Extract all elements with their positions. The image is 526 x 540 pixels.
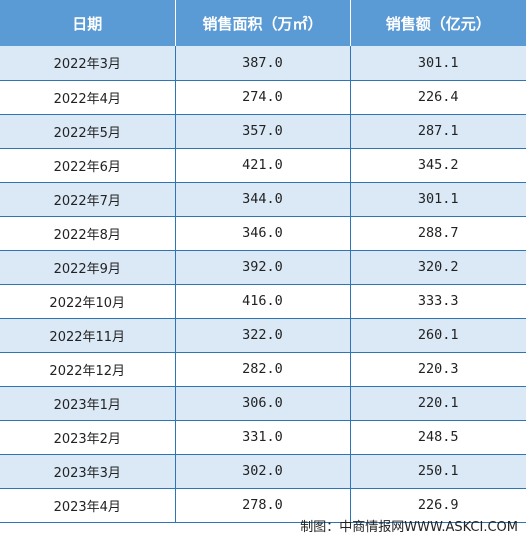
table-row: 2022年12月 282.0 220.3 bbox=[0, 352, 526, 387]
cell-sales: 248.5 bbox=[350, 420, 526, 455]
cell-sales: 250.1 bbox=[350, 454, 526, 489]
cell-date: 2023年1月 bbox=[0, 386, 176, 421]
cell-area: 344.0 bbox=[175, 182, 351, 217]
cell-area: 392.0 bbox=[175, 250, 351, 285]
cell-date: 2022年7月 bbox=[0, 182, 176, 217]
cell-date: 2022年3月 bbox=[0, 46, 176, 81]
cell-area: 387.0 bbox=[175, 46, 351, 81]
cell-date: 2022年8月 bbox=[0, 216, 176, 251]
cell-date: 2022年11月 bbox=[0, 318, 176, 353]
table-row: 2022年7月 344.0 301.1 bbox=[0, 182, 526, 217]
table-row: 2022年5月 357.0 287.1 bbox=[0, 114, 526, 149]
cell-sales: 301.1 bbox=[350, 46, 526, 81]
cell-area: 357.0 bbox=[175, 114, 351, 149]
cell-area: 278.0 bbox=[175, 488, 351, 523]
table-body: 2022年3月 387.0 301.1 2022年4月 274.0 226.4 2022年5… bbox=[0, 46, 526, 523]
cell-date: 2022年4月 bbox=[0, 80, 176, 115]
column-header-date: 日期 bbox=[0, 0, 176, 46]
cell-sales: 287.1 bbox=[350, 114, 526, 149]
cell-date: 2022年5月 bbox=[0, 114, 176, 149]
table-row: 2022年11月 322.0 260.1 bbox=[0, 318, 526, 353]
table-row: 2022年10月 416.0 333.3 bbox=[0, 284, 526, 319]
table-row: 2023年4月 278.0 226.9 bbox=[0, 488, 526, 523]
cell-sales: 226.9 bbox=[350, 488, 526, 523]
table-row: 2023年1月 306.0 220.1 bbox=[0, 386, 526, 421]
cell-area: 302.0 bbox=[175, 454, 351, 489]
cell-sales: 345.2 bbox=[350, 148, 526, 183]
cell-sales: 220.3 bbox=[350, 352, 526, 387]
cell-date: 2022年6月 bbox=[0, 148, 176, 183]
cell-area: 274.0 bbox=[175, 80, 351, 115]
table-row: 2023年2月 331.0 248.5 bbox=[0, 420, 526, 455]
sales-table: 日期 销售面积（万㎡） 销售额（亿元） 2022年3月 387.0 301.1 202… bbox=[0, 0, 526, 523]
header-row: 日期 销售面积（万㎡） 销售额（亿元） bbox=[0, 0, 526, 46]
cell-area: 416.0 bbox=[175, 284, 351, 319]
cell-date: 2023年4月 bbox=[0, 488, 176, 523]
cell-sales: 226.4 bbox=[350, 80, 526, 115]
table-row: 2022年4月 274.0 226.4 bbox=[0, 80, 526, 115]
column-header-area: 销售面积（万㎡） bbox=[175, 0, 351, 46]
cell-sales: 260.1 bbox=[350, 318, 526, 353]
table-row: 2022年8月 346.0 288.7 bbox=[0, 216, 526, 251]
cell-sales: 220.1 bbox=[350, 386, 526, 421]
cell-date: 2023年2月 bbox=[0, 420, 176, 455]
cell-area: 421.0 bbox=[175, 148, 351, 183]
cell-area: 346.0 bbox=[175, 216, 351, 251]
column-header-sales: 销售额（亿元） bbox=[350, 0, 526, 46]
cell-area: 306.0 bbox=[175, 386, 351, 421]
cell-area: 322.0 bbox=[175, 318, 351, 353]
source-credit: 制图：中商情报网WWW.ASKCI.COM bbox=[300, 520, 518, 535]
table-row: 2023年3月 302.0 250.1 bbox=[0, 454, 526, 489]
cell-sales: 288.7 bbox=[350, 216, 526, 251]
cell-sales: 320.2 bbox=[350, 250, 526, 285]
table-row: 2022年9月 392.0 320.2 bbox=[0, 250, 526, 285]
cell-area: 331.0 bbox=[175, 420, 351, 455]
cell-area: 282.0 bbox=[175, 352, 351, 387]
table-row: 2022年3月 387.0 301.1 bbox=[0, 46, 526, 81]
cell-sales: 301.1 bbox=[350, 182, 526, 217]
cell-sales: 333.3 bbox=[350, 284, 526, 319]
table-header: 日期 销售面积（万㎡） 销售额（亿元） bbox=[0, 0, 526, 46]
cell-date: 2022年12月 bbox=[0, 352, 176, 387]
cell-date: 2023年3月 bbox=[0, 454, 176, 489]
table-row: 2022年6月 421.0 345.2 bbox=[0, 148, 526, 183]
cell-date: 2022年9月 bbox=[0, 250, 176, 285]
cell-date: 2022年10月 bbox=[0, 284, 176, 319]
